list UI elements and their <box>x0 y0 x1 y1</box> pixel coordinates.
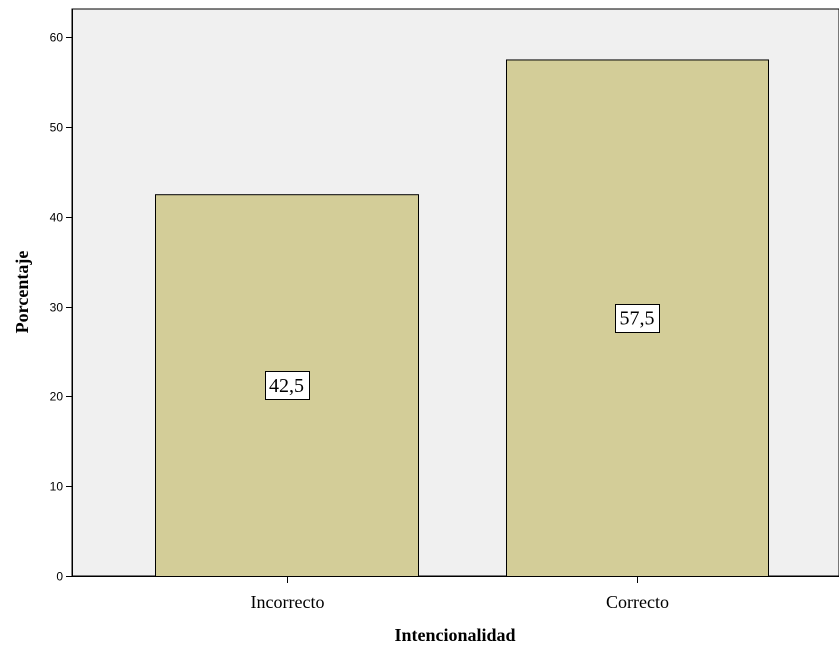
y-tick-label: 40 <box>50 211 64 225</box>
y-tick-label: 30 <box>50 301 64 315</box>
y-ticks-group: 0 10 20 30 40 50 60 <box>50 31 72 584</box>
data-label: 57,5 <box>620 308 655 330</box>
x-tick-label-correcto: Correcto <box>606 592 669 612</box>
y-tick-label: 0 <box>56 570 63 584</box>
axes-group <box>72 9 839 577</box>
y-tick-label: 60 <box>50 31 64 45</box>
data-label: 42,5 <box>269 375 304 397</box>
y-tick-label: 20 <box>50 390 64 404</box>
y-tick-label: 10 <box>50 480 64 494</box>
y-axis-title: Porcentaje <box>12 251 32 334</box>
x-tick-label-incorrecto: Incorrecto <box>251 592 325 612</box>
data-labels-group: 42,5 57,5 <box>265 304 660 400</box>
x-axis-title: Intencionalidad <box>394 625 515 645</box>
data-label-box <box>265 371 310 400</box>
data-label-box <box>615 304 660 333</box>
y-tick-label: 50 <box>50 121 64 135</box>
x-ticks-group: Incorrecto Correcto <box>251 576 669 612</box>
